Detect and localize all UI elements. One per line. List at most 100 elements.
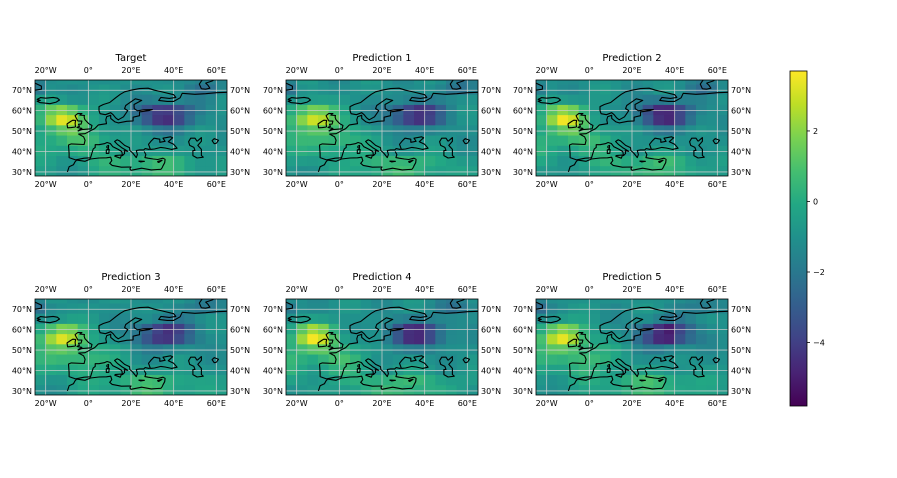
- heatmap-cell: [350, 104, 362, 116]
- coastline: [211, 138, 220, 145]
- lat-tick-label-left: 30°N: [263, 168, 283, 177]
- heatmap-cell: [685, 303, 697, 314]
- lon-tick-label-bottom: 60°E: [207, 399, 226, 408]
- heatmap-cell: [685, 145, 697, 156]
- coastline: [106, 144, 110, 150]
- heatmap-cell: [706, 343, 718, 355]
- heatmap-cell: [664, 155, 676, 167]
- heatmap-cell: [382, 80, 394, 85]
- coastline: [318, 87, 478, 161]
- heatmap-cell: [307, 343, 319, 355]
- heatmap-cell: [392, 84, 404, 95]
- heatmap-cell: [467, 364, 478, 375]
- heatmap-cell: [621, 303, 633, 314]
- heatmap-cell: [456, 114, 468, 126]
- heatmap-cell: [414, 333, 426, 345]
- heatmap-cell: [664, 94, 676, 105]
- lon-tick-label-bottom: 0°: [335, 399, 344, 408]
- heatmap-cell: [286, 354, 298, 365]
- heatmap-cell: [642, 384, 654, 395]
- heatmap-cell: [67, 303, 79, 314]
- heatmap-cell: [371, 313, 383, 324]
- heatmap-cell: [621, 80, 633, 85]
- coastline: [576, 355, 679, 380]
- heatmap-cell: [414, 374, 426, 386]
- heatmap-cell: [424, 165, 436, 176]
- lon-tick-label-top: 40°E: [665, 285, 684, 294]
- heatmap-cell: [536, 124, 548, 136]
- heatmap-cell: [67, 104, 79, 116]
- lon-tick-label-bottom: 20°E: [121, 399, 140, 408]
- lat-tick-label-right: 50°N: [230, 127, 250, 136]
- heatmap-cell: [205, 145, 217, 156]
- heatmap-cell: [706, 313, 718, 324]
- coastlines: [35, 299, 227, 392]
- heatmap-cell: [56, 135, 68, 146]
- heatmap-cell: [600, 303, 612, 314]
- heatmap-cell: [467, 135, 478, 146]
- heatmap-cell: [717, 333, 728, 345]
- heatmap-cell: [163, 124, 175, 136]
- heatmap-cell: [184, 114, 196, 126]
- heatmap-cell: [350, 364, 362, 375]
- heatmap-cell: [99, 374, 111, 386]
- heatmap-cell: [339, 94, 351, 105]
- heatmap-cell: [717, 374, 728, 386]
- heatmap-cell: [109, 80, 121, 85]
- heatmap-cell: [77, 384, 89, 395]
- heatmap-cell: [685, 384, 697, 395]
- heatmap-cell: [163, 374, 175, 386]
- lat-tick-label-right: 70°N: [230, 86, 250, 95]
- heatmap-cell: [456, 374, 468, 386]
- heatmap-cell: [141, 313, 153, 324]
- lat-tick-label-right: 40°N: [481, 366, 501, 375]
- heatmap-cell: [664, 374, 676, 386]
- heatmap-cell: [717, 104, 728, 116]
- lon-tick-label-top: 20°E: [622, 66, 641, 75]
- heatmap-cell: [318, 145, 330, 156]
- heatmap-cell: [216, 384, 227, 395]
- heatmap-cell: [339, 135, 351, 146]
- heatmap-cell: [339, 124, 351, 136]
- colorbar-gradient: [789, 70, 808, 407]
- heatmap-cell: [446, 354, 458, 365]
- heatmap-cell: [685, 80, 697, 85]
- heatmap-cell: [286, 313, 298, 324]
- heatmap-cell: [45, 84, 57, 95]
- heatmap-cell: [286, 343, 298, 355]
- heatmap-cell: [446, 155, 458, 167]
- heatmap-cell: [706, 80, 718, 85]
- heatmap-cell: [109, 145, 121, 156]
- heatmap-cell: [557, 145, 569, 156]
- map-panel-prediction-3: Prediction 3 20°W 20°W 0° 0° 20°E 20°E 40°E 40°E…: [12, 272, 250, 408]
- heatmap-cell: [546, 354, 558, 365]
- heatmap-cell: [131, 155, 143, 167]
- coastline: [575, 331, 594, 351]
- heatmap-cell: [307, 323, 319, 335]
- coastline: [389, 379, 396, 382]
- heatmap-cell: [546, 364, 558, 375]
- heatmap-cell: [403, 84, 415, 95]
- heatmap-cell: [685, 313, 697, 324]
- heatmap-cell: [557, 114, 569, 126]
- heatmap-cell: [685, 124, 697, 136]
- heatmap-cell: [717, 145, 728, 156]
- heatmap-cell: [456, 135, 468, 146]
- heatmap-cell: [296, 114, 308, 126]
- heatmap-cell: [141, 114, 153, 126]
- heatmap-cell: [578, 145, 590, 156]
- heatmap-cell: [99, 114, 111, 126]
- lon-tick-label-top: 40°E: [164, 285, 183, 294]
- heatmap-cell: [578, 104, 590, 116]
- coastline: [66, 151, 166, 173]
- heatmap-cell: [109, 299, 121, 304]
- heatmap-cell: [717, 299, 728, 304]
- heatmap-cell: [350, 135, 362, 146]
- heatmap-cell: [120, 94, 132, 105]
- heatmap-cell: [286, 384, 298, 395]
- heatmap-cell: [685, 299, 697, 304]
- heatmap-cell: [664, 165, 676, 176]
- heatmap-cell: [109, 155, 121, 167]
- heatmap-cell: [589, 84, 601, 95]
- heatmap-cell: [131, 384, 143, 395]
